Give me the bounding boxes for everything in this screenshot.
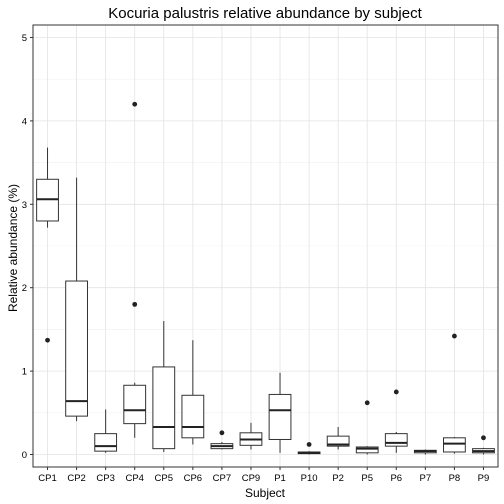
y-tick-label: 4 [22, 116, 27, 127]
box [65, 280, 88, 417]
x-axis-title: Subject [245, 486, 286, 500]
outlier-point [306, 442, 312, 447]
outlier-point [219, 430, 225, 436]
y-tick-label: 5 [22, 33, 27, 44]
box [384, 433, 408, 447]
box [355, 446, 379, 454]
panel-border [32, 24, 499, 468]
box [94, 433, 118, 452]
outlier-point [452, 333, 457, 339]
y-tick-label: 0 [22, 450, 27, 461]
outlier-point [45, 337, 50, 343]
outlier-point [364, 400, 370, 406]
x-tick-label: P6 [390, 473, 402, 484]
x-tick-label: P7 [420, 473, 432, 484]
box [123, 384, 147, 425]
outlier-point [132, 301, 138, 307]
y-axis-title: Relative abundance (%) [6, 184, 20, 312]
y-tick-label: 2 [22, 283, 27, 294]
x-tick-label: P10 [301, 473, 318, 484]
x-tick-label: P2 [332, 473, 344, 484]
outlier-point [393, 389, 399, 395]
x-tick-label: CP6 [184, 473, 202, 484]
outlier-point [132, 101, 138, 107]
box [443, 437, 466, 453]
chart-title: Kocuria palustris relative abundance by … [108, 5, 422, 22]
x-tick-label: P1 [274, 473, 286, 484]
x-tick-label: CP4 [125, 473, 143, 484]
x-tick-label: CP7 [213, 473, 231, 484]
plot-panel: 0 1 2 3 4 5 CP1 CP2 CP3 CP4 CP5 CP6 CP7 CP9 P1 P10 P2 P5 P… [22, 24, 499, 484]
x-tick-label: CP9 [242, 473, 260, 484]
x-tick-label: CP3 [96, 473, 114, 484]
x-tick-label: P9 [478, 473, 490, 484]
x-tick-label: CP2 [67, 473, 85, 484]
x-tick-label: CP1 [38, 473, 56, 484]
y-tick-label: 1 [22, 367, 27, 378]
y-tick-label: 3 [22, 200, 27, 211]
outlier-point [481, 435, 486, 441]
x-tick-label: CP5 [155, 473, 173, 484]
box [152, 366, 176, 450]
x-tick-label: P8 [449, 473, 461, 484]
box [268, 393, 292, 440]
box [326, 435, 350, 447]
box [181, 394, 205, 439]
x-tick-label: P5 [361, 473, 373, 484]
